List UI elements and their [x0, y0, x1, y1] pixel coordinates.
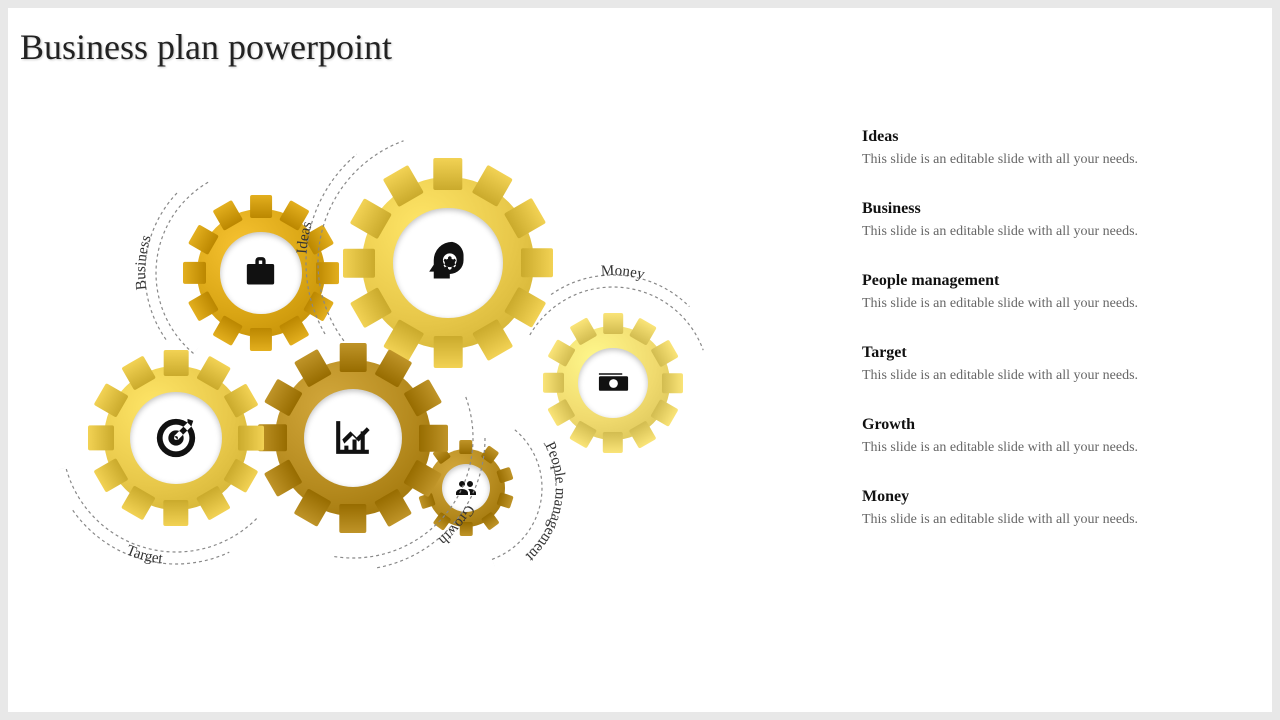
gear-hub — [578, 348, 648, 418]
gear-hub — [442, 464, 490, 512]
head-gear-icon — [420, 235, 475, 290]
gear-ideas — [343, 158, 553, 368]
side-item-body: This slide is an editable slide with all… — [862, 152, 1232, 168]
gear-hub — [304, 389, 403, 488]
gear-diagram: BusinessIdeasMoneyPeople managementGrowt… — [8, 8, 828, 712]
gear-business — [183, 195, 339, 351]
gear-hub — [393, 208, 502, 317]
side-item-people-management: People management This slide is an editab… — [862, 272, 1232, 312]
money-icon — [596, 366, 631, 401]
side-list: Ideas This slide is an editable slide wit… — [862, 128, 1232, 560]
side-item-body: This slide is an editable slide with all… — [862, 224, 1232, 240]
side-item-title: People management — [862, 272, 1232, 290]
side-item-money: Money This slide is an editable slide wit… — [862, 488, 1232, 528]
gear-target — [88, 350, 264, 526]
chart-icon — [328, 413, 377, 462]
gear-hub — [130, 392, 222, 484]
side-item-title: Ideas — [862, 128, 1232, 146]
slide-frame: Business plan powerpoint BusinessIdeasMo… — [8, 8, 1272, 712]
side-item-growth: Growth This slide is an editable slide wi… — [862, 416, 1232, 456]
side-item-body: This slide is an editable slide with all… — [862, 296, 1232, 312]
side-item-title: Target — [862, 344, 1232, 362]
gear-hub — [220, 232, 301, 313]
side-item-target: Target This slide is an editable slide wi… — [862, 344, 1232, 384]
side-item-title: Business — [862, 200, 1232, 218]
side-item-body: This slide is an editable slide with all… — [862, 368, 1232, 384]
side-item-body: This slide is an editable slide with all… — [862, 512, 1232, 528]
gear-money — [543, 313, 683, 453]
gear-label: Money — [601, 263, 647, 283]
gear-growth — [258, 343, 448, 533]
gear-label: People management — [522, 439, 568, 565]
side-item-body: This slide is an editable slide with all… — [862, 440, 1232, 456]
briefcase-icon — [240, 252, 281, 293]
people-icon — [454, 476, 478, 500]
side-item-title: Growth — [862, 416, 1232, 434]
gear-label: Business — [133, 233, 155, 291]
side-item-title: Money — [862, 488, 1232, 506]
target-icon — [153, 415, 199, 461]
gear-label: Target — [124, 542, 164, 567]
side-item-ideas: Ideas This slide is an editable slide wit… — [862, 128, 1232, 168]
side-item-business: Business This slide is an editable slide … — [862, 200, 1232, 240]
